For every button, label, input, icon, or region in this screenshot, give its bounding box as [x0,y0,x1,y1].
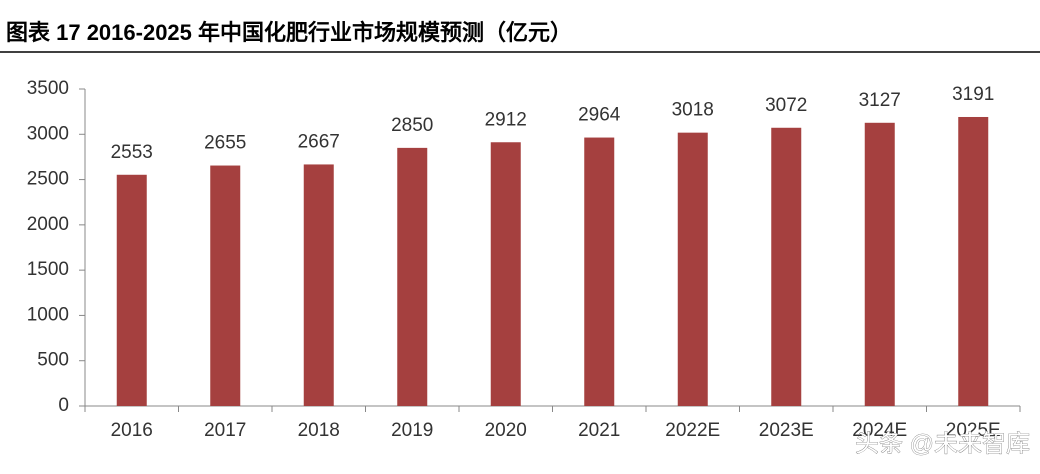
bar [490,142,521,407]
y-tick-label: 500 [37,350,69,371]
x-tick-label: 2022E [665,420,720,441]
watermark: 头条 @未来智库 [855,430,1030,457]
x-tick-label: 2017 [204,420,246,441]
value-label: 2553 [111,142,153,163]
x-tick-label: 2019 [391,420,433,441]
y-tick-label: 3000 [27,123,69,144]
y-tick-label: 3500 [27,78,69,99]
value-label: 3191 [952,84,994,105]
y-tick-label: 0 [58,395,69,416]
bar [677,132,708,406]
x-tick-label: 2018 [298,420,340,441]
value-label: 3072 [765,95,807,116]
y-tick-label: 1000 [27,304,69,325]
bar [864,122,895,406]
x-tick-label: 2020 [485,420,527,441]
bar [771,127,802,406]
y-tick-label: 2000 [27,214,69,235]
value-label: 2964 [578,105,621,126]
bar [116,174,147,406]
value-label: 2655 [204,133,246,154]
bar [958,116,989,406]
value-label: 3127 [859,90,901,111]
bar [397,147,428,406]
value-label: 2850 [391,115,433,136]
value-label: 2912 [485,109,527,130]
x-tick-label: 2023E [759,420,814,441]
y-tick-label: 1500 [27,259,69,280]
x-tick-label: 2025E [946,420,1001,441]
chart-title: 图表 17 2016-2025 年中国化肥行业市场规模预测（亿元） [6,20,572,45]
value-label: 2667 [298,131,340,152]
bar [303,164,334,406]
value-label: 3018 [672,100,714,121]
x-tick-label: 2024E [852,420,907,441]
bar [210,165,241,406]
x-tick-label: 2021 [578,420,620,441]
bar [584,137,615,407]
y-tick-label: 2500 [27,169,69,190]
x-tick-label: 2016 [111,420,153,441]
